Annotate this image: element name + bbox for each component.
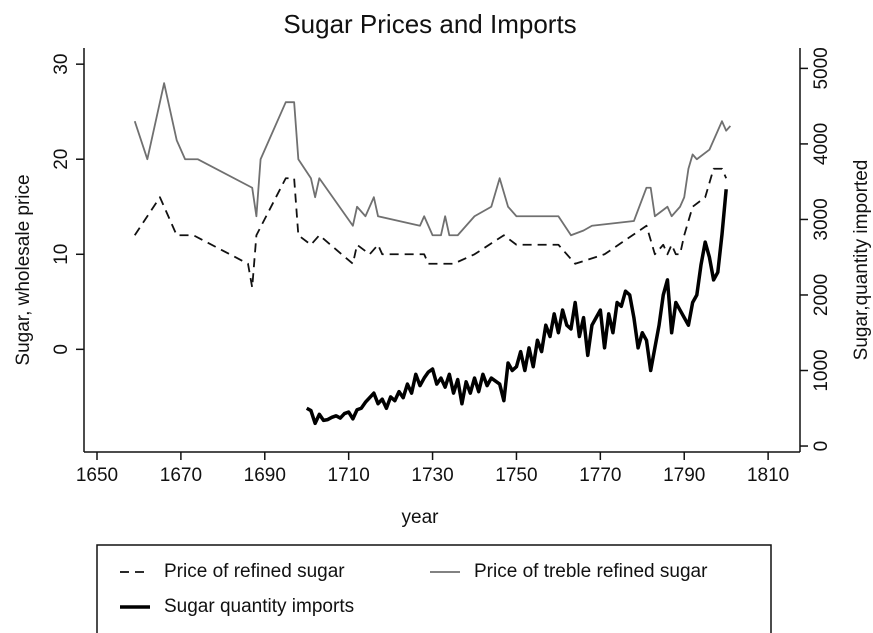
y2-tick-label: 1000 bbox=[811, 349, 832, 391]
x-tick-label: 1730 bbox=[411, 465, 453, 486]
x-tick-label: 1650 bbox=[76, 465, 118, 486]
y-axis-title: Sugar, wholesale price bbox=[13, 174, 34, 365]
x-tick-label: 1690 bbox=[244, 465, 286, 486]
legend-box bbox=[96, 544, 772, 633]
x-tick-label: 1770 bbox=[579, 465, 621, 486]
y2-tick-label: 3000 bbox=[811, 198, 832, 240]
x-tick-label: 1670 bbox=[160, 465, 202, 486]
x-tick-label: 1750 bbox=[495, 465, 537, 486]
x-tick-label: 1790 bbox=[663, 465, 705, 486]
y-tick-label: 20 bbox=[51, 149, 72, 170]
y2-tick-label: 4000 bbox=[811, 123, 832, 165]
y2-tick-label: 0 bbox=[811, 441, 832, 452]
x-axis-title: year bbox=[402, 507, 440, 528]
legend-label: Price of treble refined sugar bbox=[474, 561, 708, 582]
x-tick-label: 1710 bbox=[328, 465, 370, 486]
x-tick-label: 1810 bbox=[747, 465, 789, 486]
y-tick-label: 10 bbox=[51, 244, 72, 265]
y2-tick-label: 2000 bbox=[811, 274, 832, 316]
legend-label: Sugar quantity imports bbox=[164, 596, 354, 617]
y2-axis-title: Sugar,quantity imported bbox=[851, 160, 872, 361]
y2-tick-label: 5000 bbox=[811, 47, 832, 89]
y-tick-label: 0 bbox=[51, 344, 72, 355]
series-line bbox=[305, 189, 728, 426]
legend-label: Price of refined sugar bbox=[164, 561, 345, 582]
series-line bbox=[133, 167, 728, 289]
y-tick-label: 30 bbox=[51, 54, 72, 75]
chart-title: Sugar Prices and Imports bbox=[283, 9, 576, 39]
series-line bbox=[133, 82, 732, 237]
